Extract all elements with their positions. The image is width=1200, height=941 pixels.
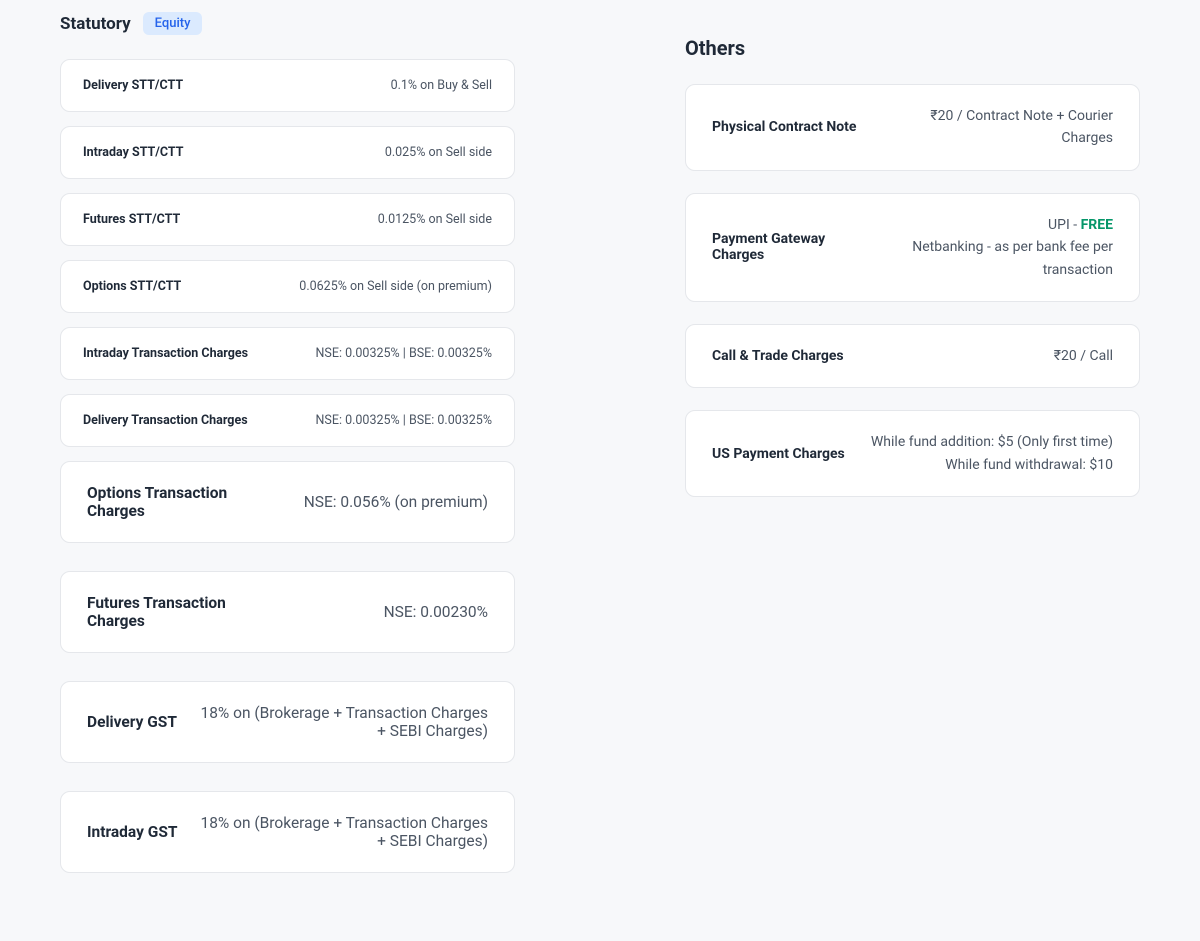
others-card: Call & Trade Charges ₹20 / Call: [685, 324, 1140, 388]
card-value: 0.0125% on Sell side: [200, 212, 492, 227]
page-container: Statutory Equity Delivery STT/CTT 0.1% on…: [60, 12, 1140, 901]
statutory-card: Delivery STT/CTT 0.1% on Buy & Sell: [60, 59, 515, 112]
others-card: Physical Contract Note ₹20 / Contract Not…: [685, 84, 1140, 171]
card-value: While fund addition: $5 (Only first time…: [865, 431, 1113, 476]
card-label: US Payment Charges: [712, 446, 845, 462]
statutory-large-cards-list: Options Transaction Charges NSE: 0.056% (…: [60, 461, 515, 873]
statutory-card: Futures STT/CTT 0.0125% on Sell side: [60, 193, 515, 246]
others-card: US Payment Charges While fund addition: $…: [685, 410, 1140, 497]
statutory-card: Intraday Transaction Charges NSE: 0.00325…: [60, 327, 515, 380]
card-label: Delivery GST: [87, 713, 177, 731]
others-card: Payment Gateway Charges UPI - FREENetbank…: [685, 193, 1140, 302]
card-value: NSE: 0.00325% | BSE: 0.00325%: [268, 346, 492, 361]
card-value: 18% on (Brokerage + Transaction Charges …: [197, 814, 488, 850]
card-label: Delivery STT/CTT: [83, 78, 183, 93]
statutory-card: Intraday STT/CTT 0.025% on Sell side: [60, 126, 515, 179]
card-label: Futures Transaction Charges: [87, 594, 267, 630]
others-column: Others Physical Contract Note ₹20 / Contr…: [685, 12, 1140, 519]
card-value: ₹20 / Call: [864, 345, 1113, 367]
others-cards-list: Physical Contract Note ₹20 / Contract Not…: [685, 84, 1140, 497]
card-label: Intraday Transaction Charges: [83, 346, 248, 361]
statutory-column: Statutory Equity Delivery STT/CTT 0.1% on…: [60, 12, 515, 901]
statutory-card-large: Futures Transaction Charges NSE: 0.00230%: [60, 571, 515, 653]
card-label: Intraday STT/CTT: [83, 145, 184, 160]
card-label: Options STT/CTT: [83, 279, 181, 294]
equity-badge: Equity: [143, 12, 203, 35]
statutory-card: Options STT/CTT 0.0625% on Sell side (on …: [60, 260, 515, 313]
statutory-card-large: Options Transaction Charges NSE: 0.056% (…: [60, 461, 515, 543]
card-label: Intraday GST: [87, 823, 177, 841]
card-label: Payment Gateway Charges: [712, 231, 872, 263]
card-label: Physical Contract Note: [712, 119, 856, 135]
statutory-card-large: Intraday GST 18% on (Brokerage + Transact…: [60, 791, 515, 873]
statutory-title: Statutory: [60, 14, 131, 34]
statutory-card-large: Delivery GST 18% on (Brokerage + Transact…: [60, 681, 515, 763]
statutory-card: Delivery Transaction Charges NSE: 0.00325…: [60, 394, 515, 447]
card-value: NSE: 0.00325% | BSE: 0.00325%: [268, 413, 492, 428]
card-value: 0.025% on Sell side: [204, 145, 492, 160]
card-label: Options Transaction Charges: [87, 484, 267, 520]
card-label: Delivery Transaction Charges: [83, 413, 248, 428]
card-value: 0.1% on Buy & Sell: [203, 78, 492, 93]
statutory-header: Statutory Equity: [60, 12, 515, 35]
card-label: Futures STT/CTT: [83, 212, 180, 227]
card-value: 0.0625% on Sell side (on premium): [201, 279, 492, 294]
card-value: NSE: 0.056% (on premium): [287, 493, 488, 511]
card-value: ₹20 / Contract Note + Courier Charges: [876, 105, 1113, 150]
statutory-small-cards-list: Delivery STT/CTT 0.1% on Buy & Sell Intrad…: [60, 59, 515, 447]
card-label: Call & Trade Charges: [712, 348, 844, 364]
card-value: 18% on (Brokerage + Transaction Charges …: [197, 704, 488, 740]
card-value: NSE: 0.00230%: [287, 603, 488, 621]
card-value: UPI - FREENetbanking - as per bank fee p…: [892, 214, 1113, 281]
others-title: Others: [685, 36, 1140, 60]
